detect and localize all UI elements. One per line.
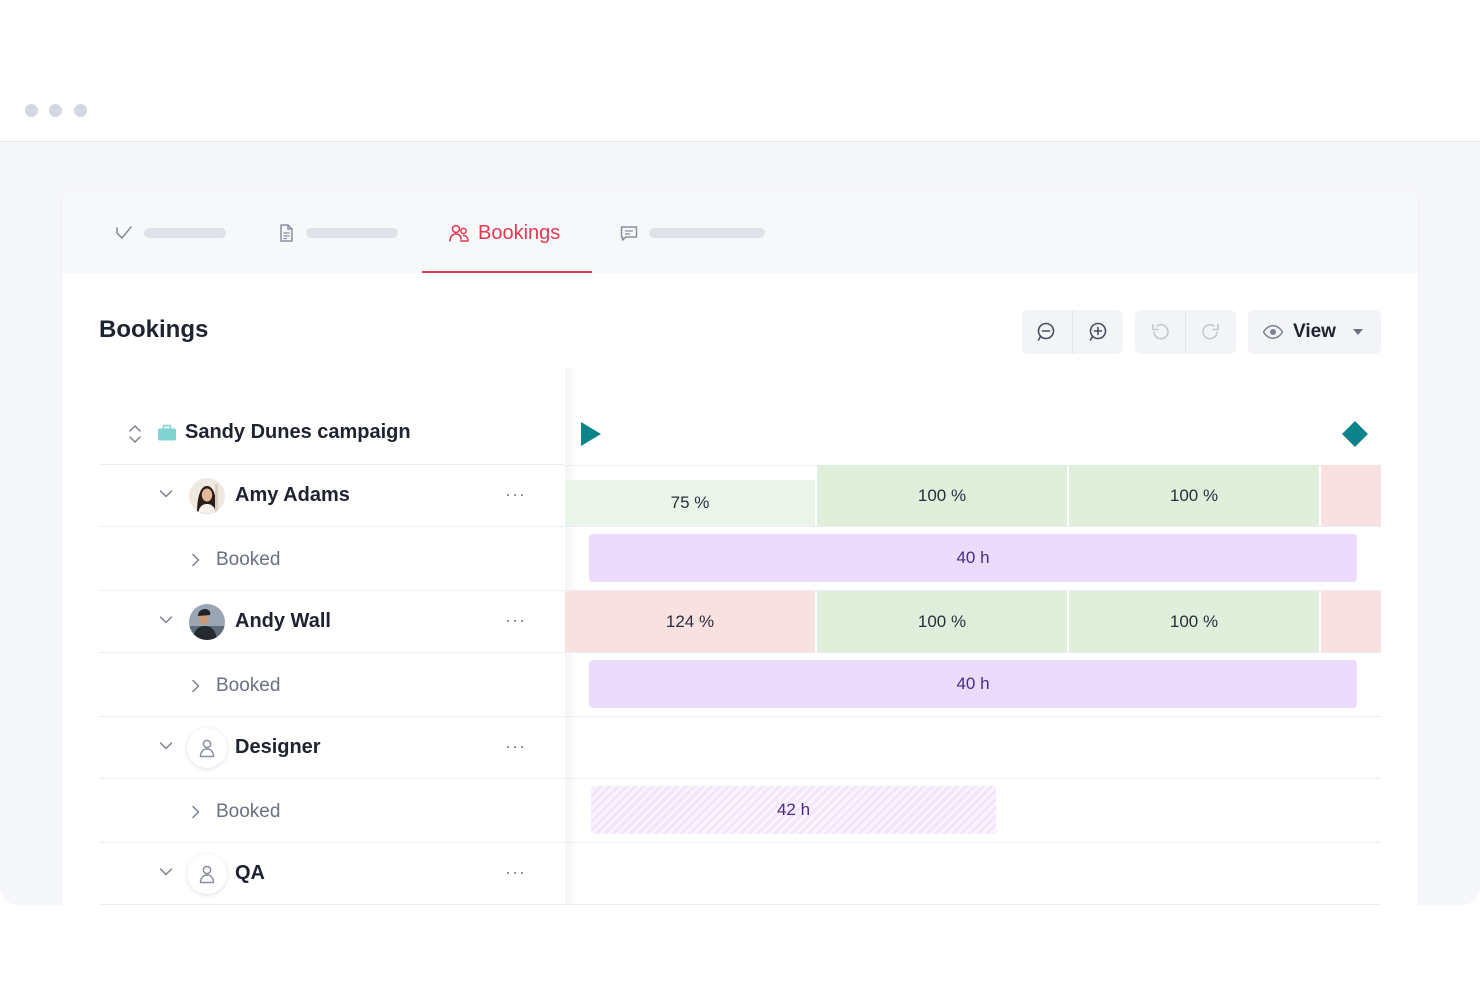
utilization-cell[interactable]	[1321, 591, 1381, 652]
resource-row-andy-wall[interactable]: Andy Wall ···	[99, 591, 565, 653]
resource-name: QA	[235, 862, 265, 884]
tab-label-placeholder	[649, 228, 765, 238]
tab-bar: Bookings	[62, 193, 1418, 273]
booked-row[interactable]: Booked	[99, 779, 565, 843]
tab-label: Bookings	[478, 221, 561, 244]
row-divider	[565, 590, 1381, 591]
redo-button[interactable]	[1186, 310, 1236, 354]
utilization-cell[interactable]: 100 %	[817, 465, 1067, 526]
tab-tasks[interactable]	[114, 193, 226, 273]
view-label: View	[1293, 321, 1336, 342]
zoom-in-button[interactable]	[1073, 310, 1123, 354]
resource-name: Designer	[235, 736, 321, 758]
booking-bar[interactable]: 40 h	[589, 534, 1357, 582]
resource-row-qa[interactable]: QA ···	[99, 843, 565, 905]
tab-label-placeholder	[306, 228, 398, 238]
project-panel: Bookings Bookings	[62, 193, 1418, 905]
resource-row-designer[interactable]: Designer ···	[99, 717, 565, 779]
utilization-cell[interactable]	[1321, 465, 1381, 526]
redo-icon	[1202, 323, 1219, 340]
more-options-button[interactable]: ···	[505, 484, 526, 504]
chevron-down-icon[interactable]	[159, 741, 173, 751]
caret-down-icon	[1352, 329, 1363, 335]
page-title: Bookings	[99, 316, 209, 343]
toolbar-separator	[1185, 310, 1186, 354]
zoom-out-button[interactable]	[1022, 310, 1072, 354]
utilization-cell[interactable]: 100 %	[817, 591, 1067, 652]
eye-icon	[1262, 325, 1284, 339]
zoom-controls	[1022, 310, 1123, 354]
chevron-right-icon[interactable]	[191, 553, 201, 567]
chevron-down-icon[interactable]	[159, 867, 173, 877]
window-maximize-dot[interactable]	[74, 104, 87, 117]
booked-row[interactable]: Booked	[99, 653, 565, 717]
document-icon	[280, 224, 293, 242]
chat-icon	[620, 226, 638, 241]
more-options-button[interactable]: ···	[505, 610, 526, 630]
milestone-diamond-icon[interactable]	[1341, 420, 1369, 448]
utilization-cell[interactable]: 75 %	[565, 480, 815, 526]
briefcase-icon	[158, 424, 176, 441]
history-controls	[1135, 310, 1236, 354]
project-name: Sandy Dunes campaign	[185, 421, 411, 443]
window-minimize-dot[interactable]	[49, 104, 62, 117]
chevron-right-icon[interactable]	[191, 805, 201, 819]
user-icon	[199, 739, 215, 758]
booked-label: Booked	[216, 549, 281, 570]
tab-documents[interactable]	[276, 193, 398, 273]
placeholder-avatar	[187, 854, 227, 894]
project-row[interactable]: Sandy Dunes campaign	[99, 403, 565, 465]
row-divider	[565, 652, 1381, 653]
chevron-down-icon[interactable]	[159, 489, 173, 499]
resource-name: Amy Adams	[235, 484, 350, 506]
undo-icon	[1152, 323, 1169, 340]
tab-bookings[interactable]: Bookings	[448, 193, 560, 273]
app-window: Bookings Bookings	[0, 0, 1480, 905]
undo-button[interactable]	[1135, 310, 1185, 354]
row-divider	[565, 778, 1381, 779]
utilization-cell[interactable]: 124 %	[565, 591, 815, 652]
resource-name: Andy Wall	[235, 610, 331, 632]
booking-bar[interactable]: 40 h	[589, 660, 1357, 708]
avatar	[189, 604, 225, 640]
user-icon	[199, 865, 215, 884]
chevron-down-icon[interactable]	[159, 615, 173, 625]
title-bar	[0, 0, 1480, 142]
expand-collapse-icon[interactable]	[127, 423, 143, 445]
row-divider	[565, 904, 1381, 905]
zoom-in-icon	[1089, 322, 1107, 341]
booked-row[interactable]: Booked	[99, 527, 565, 591]
view-dropdown-button[interactable]: View	[1248, 310, 1381, 354]
row-divider	[565, 716, 1381, 717]
window-close-dot[interactable]	[25, 104, 38, 117]
utilization-cell[interactable]: 100 %	[1069, 591, 1319, 652]
tab-label-placeholder	[144, 228, 226, 238]
tentative-booking-bar[interactable]: 42 h	[591, 786, 996, 834]
tab-comments[interactable]	[619, 193, 765, 273]
zoom-out-icon	[1037, 322, 1055, 341]
active-tab-indicator	[422, 271, 592, 273]
users-icon	[449, 224, 469, 242]
project-start-marker-icon[interactable]	[579, 420, 603, 448]
placeholder-avatar	[187, 728, 227, 768]
avatar	[189, 478, 225, 514]
more-options-button[interactable]: ···	[505, 862, 526, 882]
more-options-button[interactable]: ···	[505, 736, 526, 756]
booked-label: Booked	[216, 801, 281, 822]
toolbar-separator	[1072, 310, 1073, 354]
resource-row-amy-adams[interactable]: Amy Adams ···	[99, 465, 565, 527]
row-divider	[565, 842, 1381, 843]
utilization-cell[interactable]: 100 %	[1069, 465, 1319, 526]
checkmark-icon	[116, 226, 132, 239]
chevron-right-icon[interactable]	[191, 679, 201, 693]
row-divider	[565, 526, 1381, 527]
booked-label: Booked	[216, 675, 281, 696]
